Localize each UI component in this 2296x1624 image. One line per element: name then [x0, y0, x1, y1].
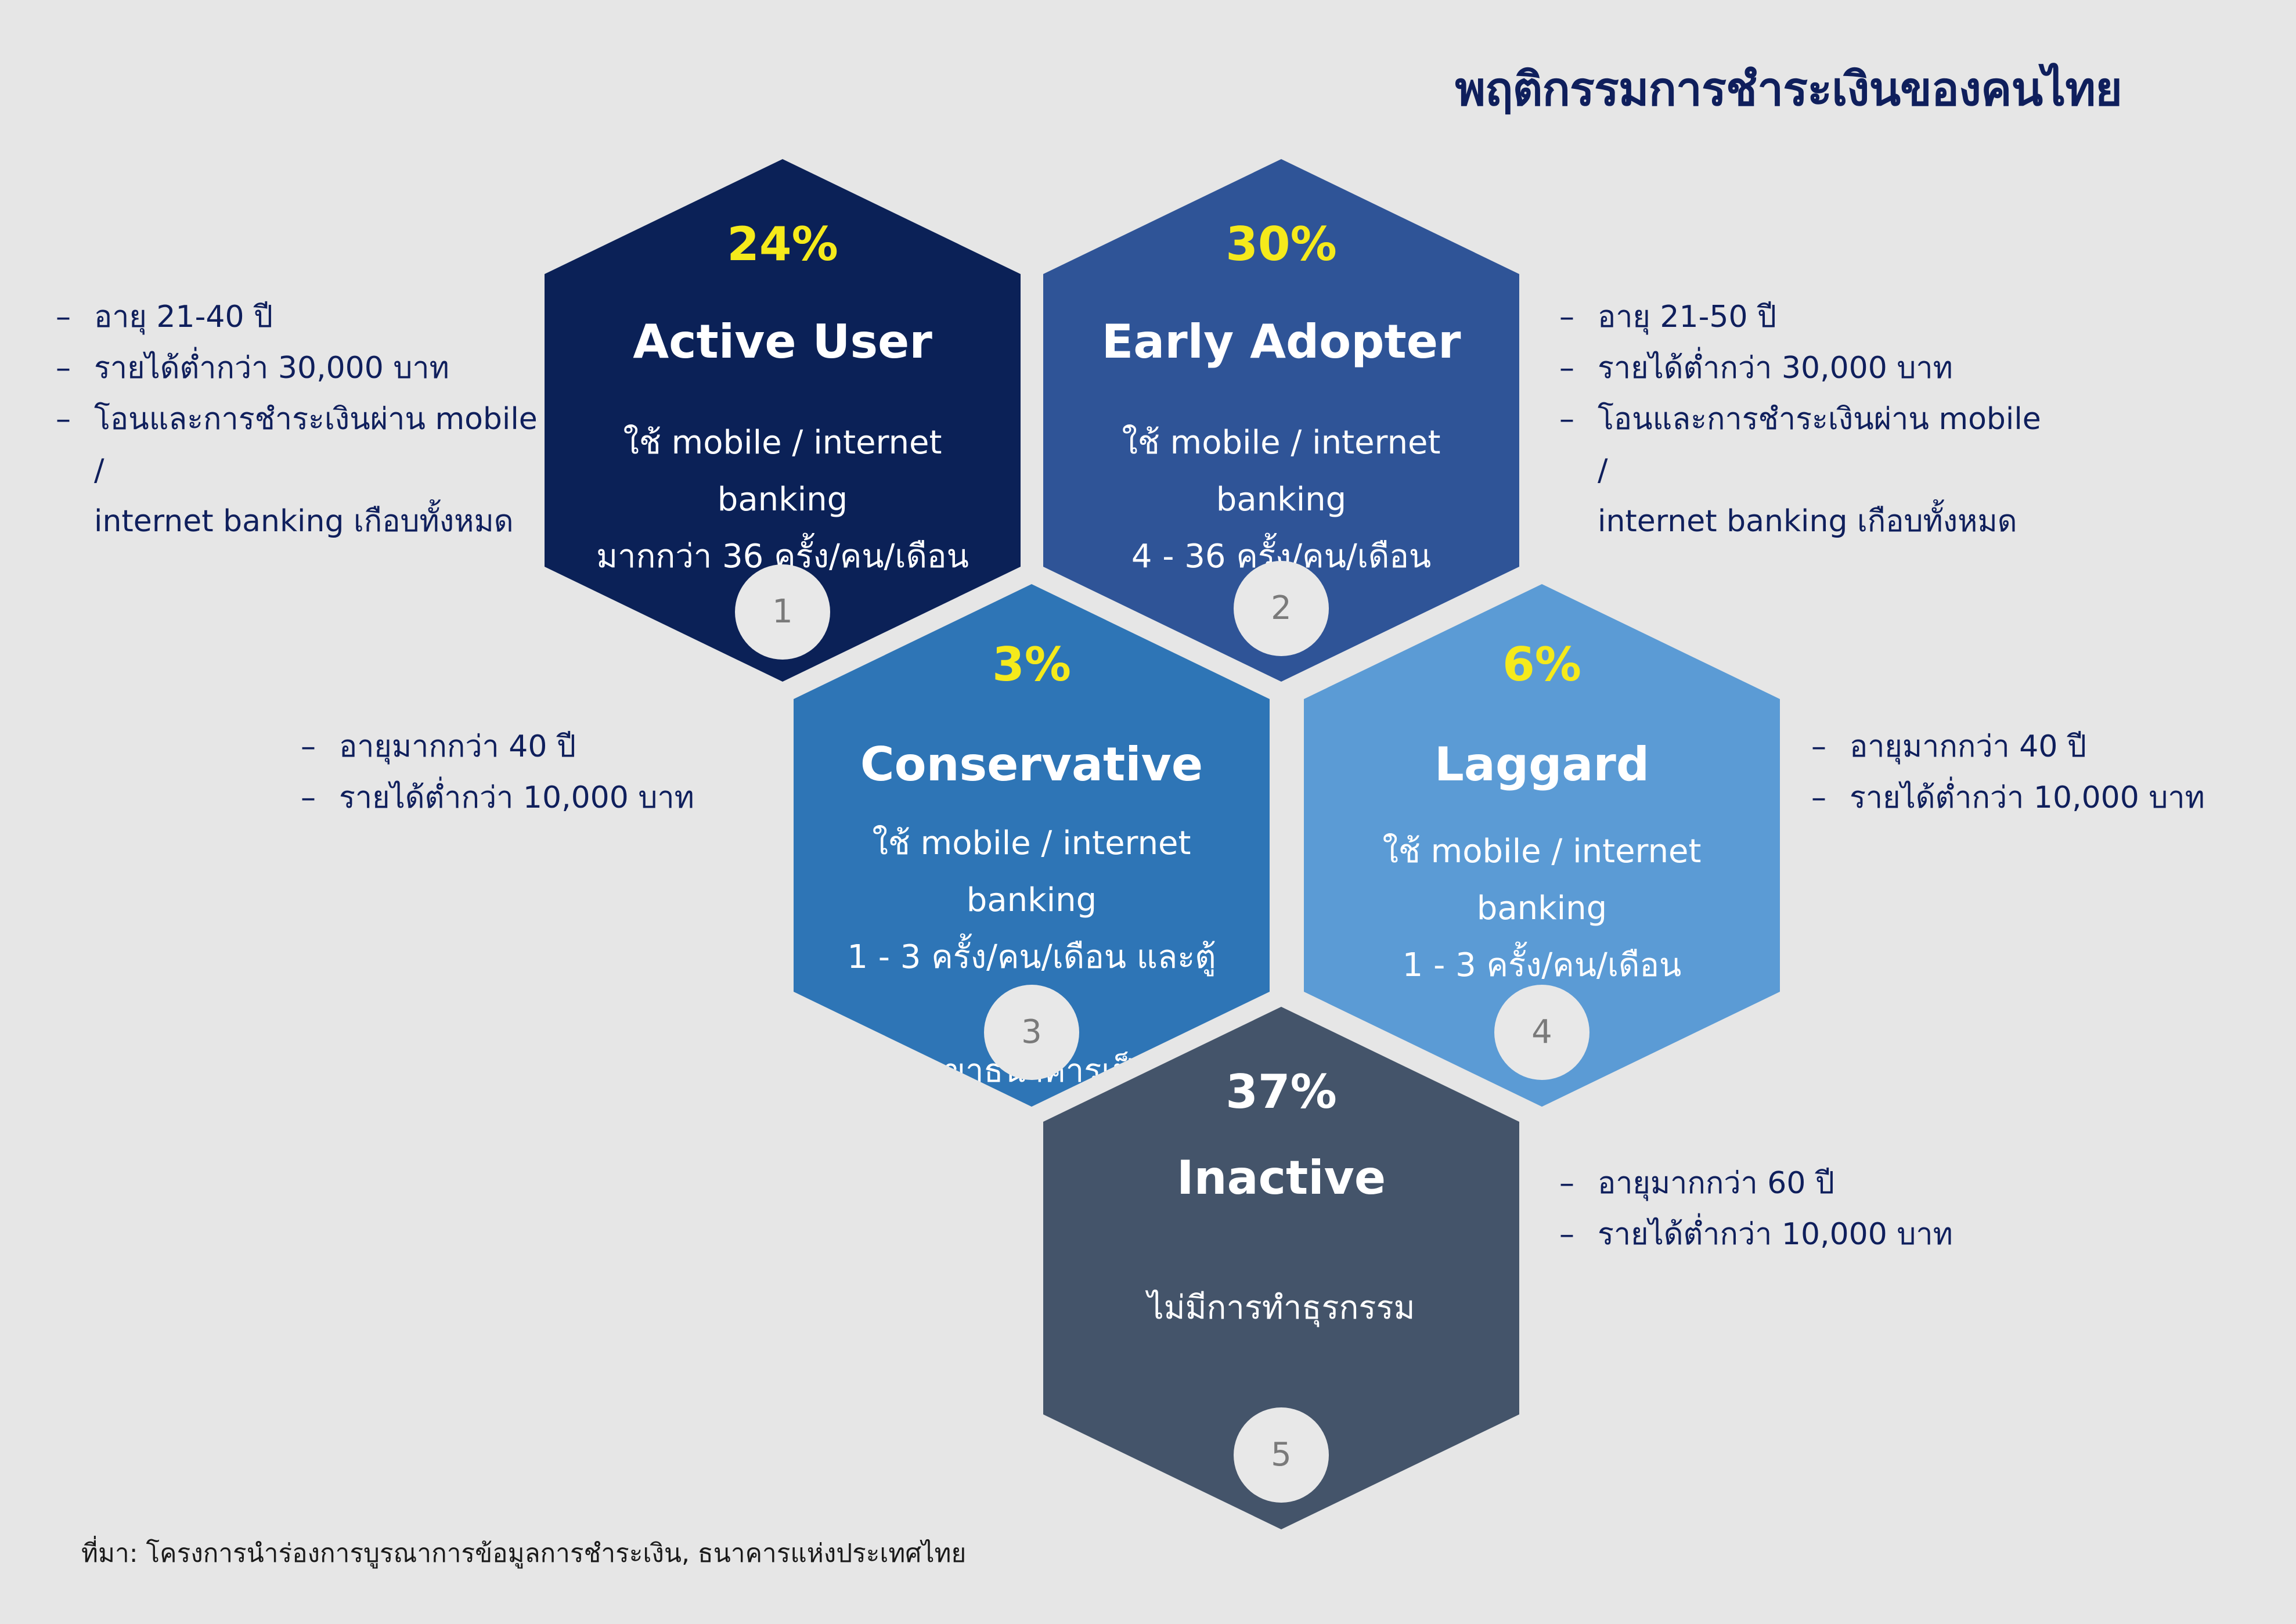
segment-percent: 37%: [1226, 1065, 1337, 1119]
segment-name: Inactive: [1176, 1151, 1386, 1205]
page-title: พฤติกรรมการชำระเงินของคนไทย: [1455, 62, 2122, 116]
trait-item: อายุมากกว่า 40 ปี: [1811, 721, 2287, 772]
traits-active-user: อายุ 21-40 ปี รายได้ต่ำกว่า 30,000 บาท โ…: [56, 291, 555, 547]
trait-item: อายุมากกว่า 60 ปี: [1559, 1158, 2059, 1209]
hex-early-adopter: 30% Early Adopter ใช้ mobile / internet …: [1043, 159, 1519, 682]
trait-item: รายได้ต่ำกว่า 30,000 บาท: [1559, 343, 2059, 394]
hex-inactive: 37% Inactive ไม่มีการทำธุรกรรม 5: [1043, 1007, 1519, 1529]
traits-inactive: อายุมากกว่า 60 ปี รายได้ต่ำกว่า 10,000 บ…: [1559, 1158, 2059, 1260]
trait-item: รายได้ต่ำกว่า 30,000 บาท: [56, 343, 555, 394]
segment-percent: 30%: [1226, 217, 1337, 271]
segment-name: Laggard: [1434, 737, 1650, 791]
trait-item: อายุ 21-40 ปี: [56, 291, 555, 343]
segment-number-badge: 4: [1494, 985, 1589, 1080]
trait-item: โอนและการชำระเงินผ่าน mobile / internet …: [1559, 394, 2059, 547]
trait-item: อายุ 21-50 ปี: [1559, 291, 2059, 343]
segment-number-badge: 1: [735, 564, 830, 660]
traits-laggard: อายุมากกว่า 40 ปี รายได้ต่ำกว่า 10,000 บ…: [1811, 721, 2287, 823]
segment-name: Active User: [633, 315, 932, 369]
segment-percent: 24%: [727, 217, 838, 271]
source-note: ที่มา: โครงการนำร่องการบูรณาการข้อมูลการ…: [81, 1539, 967, 1568]
trait-item: รายได้ต่ำกว่า 10,000 บาท: [301, 772, 777, 823]
trait-item: โอนและการชำระเงินผ่าน mobile / internet …: [56, 394, 555, 547]
description-line: ใช้ mobile / internet banking: [1122, 424, 1441, 518]
hex-active-user: 24% Active User ใช้ mobile / internet ba…: [545, 159, 1021, 682]
description-line: ไม่มีการทำธุรกรรม: [1147, 1289, 1415, 1327]
trait-item: รายได้ต่ำกว่า 10,000 บาท: [1811, 772, 2287, 823]
traits-conservative: อายุมากกว่า 40 ปี รายได้ต่ำกว่า 10,000 บ…: [301, 721, 777, 823]
description-line: ใช้ mobile / internet banking: [1382, 833, 1702, 927]
segment-percent: 6%: [1502, 638, 1581, 692]
description-line: ใช้ mobile / internet banking: [872, 824, 1191, 919]
segment-percent: 3%: [992, 638, 1071, 692]
segment-description: ใช้ mobile / internet banking 4 - 36 ครั…: [1066, 415, 1496, 585]
segment-number-badge: 3: [984, 985, 1079, 1080]
hex-conservative: 3% Conservative ใช้ mobile / internet ba…: [794, 584, 1270, 1107]
segment-name: Early Adopter: [1101, 315, 1461, 369]
trait-item: รายได้ต่ำกว่า 10,000 บาท: [1559, 1209, 2059, 1260]
hex-laggard: 6% Laggard ใช้ mobile / internet banking…: [1304, 584, 1780, 1107]
trait-item: อายุมากกว่า 40 ปี: [301, 721, 777, 772]
description-line: 1 - 3 ครั้ง/คน/เดือน: [1402, 946, 1682, 984]
segment-number-badge: 5: [1234, 1407, 1329, 1503]
segment-description: ใช้ mobile / internet banking มากกว่า 36…: [568, 415, 997, 585]
traits-early-adopter: อายุ 21-50 ปี รายได้ต่ำกว่า 30,000 บาท โ…: [1559, 291, 2059, 547]
description-line: ใช้ mobile / internet banking: [623, 424, 942, 518]
segment-description: ใช้ mobile / internet banking 1 - 3 ครั้…: [1327, 823, 1757, 994]
segment-description: ไม่มีการทำธุรกรรม: [1066, 1280, 1496, 1337]
segment-number-badge: 2: [1234, 561, 1329, 656]
segment-name: Conservative: [860, 737, 1203, 791]
